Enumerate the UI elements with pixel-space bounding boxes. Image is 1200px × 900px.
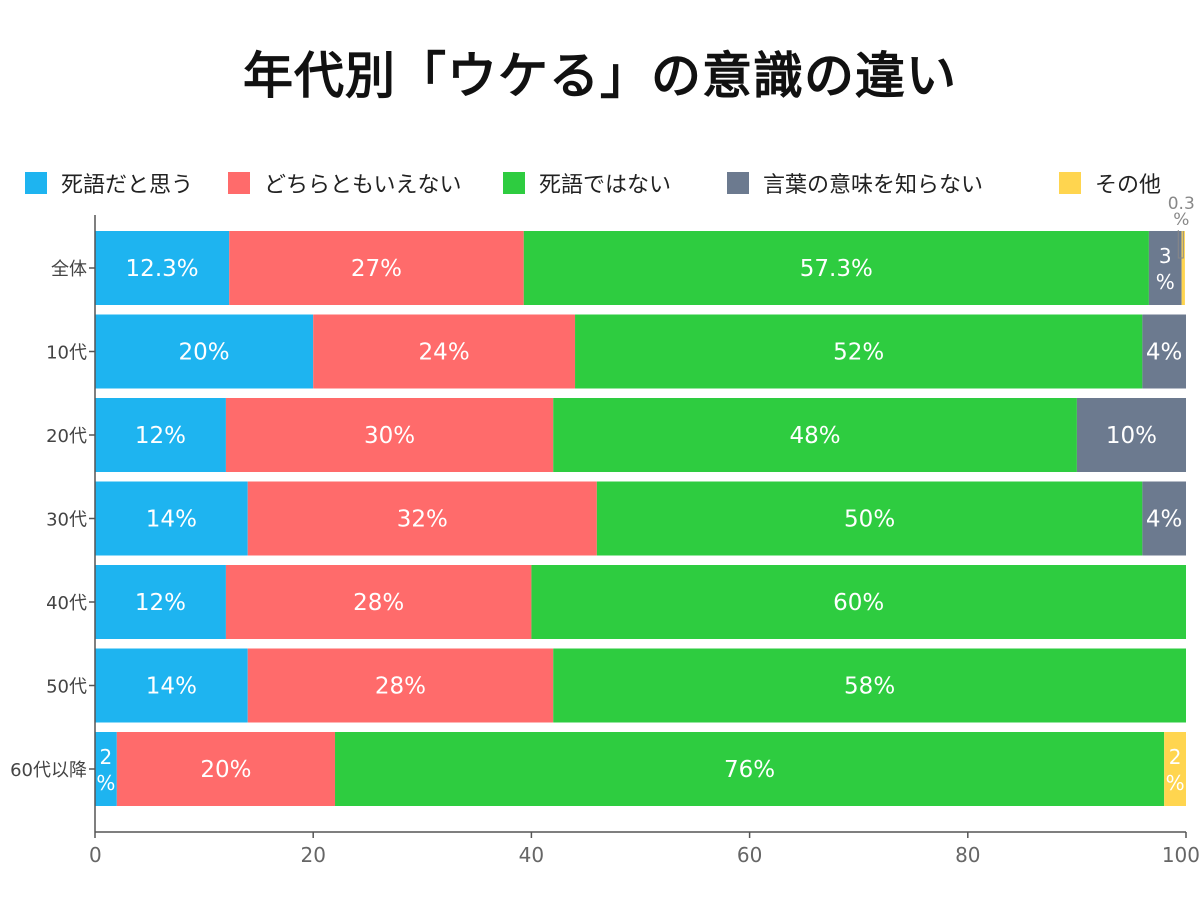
data-label: % [1173, 210, 1189, 230]
data-label: % [96, 771, 115, 795]
data-label: 12% [135, 423, 186, 449]
x-tick-label: 40 [519, 843, 544, 867]
x-tick-label: 80 [955, 843, 980, 867]
data-label: 2 [1169, 745, 1182, 769]
category-label: 全体 [51, 259, 87, 280]
x-tick-label: 20 [300, 843, 325, 867]
x-tick-label: 100 [1162, 843, 1200, 867]
category-label: 10代 [46, 343, 87, 364]
data-label: 20% [179, 340, 230, 366]
data-label: 28% [375, 674, 426, 700]
data-label: 4% [1146, 340, 1183, 366]
data-label: 60% [833, 590, 884, 616]
data-label: 27% [351, 256, 402, 282]
category-label: 50代 [46, 677, 87, 698]
data-label: 4% [1146, 507, 1183, 533]
data-label: 12.3% [126, 256, 199, 282]
data-label: 58% [844, 674, 895, 700]
data-label: % [1166, 771, 1185, 795]
data-label: 32% [397, 507, 448, 533]
data-label: % [1156, 270, 1175, 294]
data-label: 20% [200, 757, 251, 783]
stacked-bar-chart: 12.3% 27% 57.3% 3%0.3%全体20% 24% 52% 4%10代12% 30… [0, 0, 1200, 900]
data-label: 3 [1159, 244, 1172, 268]
data-label: 14% [146, 674, 197, 700]
category-label: 60代以降 [10, 760, 87, 781]
x-tick-label: 0 [89, 843, 102, 867]
data-label: 28% [353, 590, 404, 616]
data-label: 50% [844, 507, 895, 533]
data-label: 12% [135, 590, 186, 616]
data-label: 10% [1106, 423, 1157, 449]
data-label: 30% [364, 423, 415, 449]
data-label: 24% [419, 340, 470, 366]
data-label: 57.3% [800, 256, 873, 282]
data-label: 14% [146, 507, 197, 533]
category-label: 30代 [46, 510, 87, 531]
category-label: 20代 [46, 426, 87, 447]
data-label: 48% [789, 423, 840, 449]
x-tick-label: 60 [737, 843, 762, 867]
data-label: 76% [724, 757, 775, 783]
data-label: 2 [100, 745, 113, 769]
category-label: 40代 [46, 593, 87, 614]
data-label: 52% [833, 340, 884, 366]
